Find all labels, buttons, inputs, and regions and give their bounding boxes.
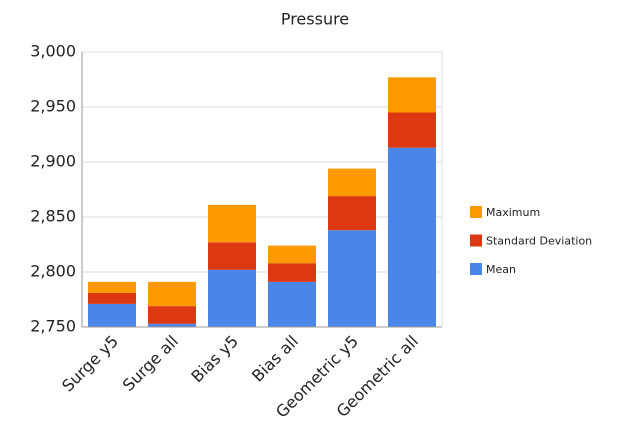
y-tick-label: 2,950 [30, 97, 76, 116]
bar-segment [388, 112, 436, 148]
x-tick-label: Bias y5 [187, 332, 242, 387]
bar-segment [268, 245, 316, 264]
bar-segment [148, 281, 196, 307]
bar-segment [268, 263, 316, 282]
bar-segment [388, 147, 436, 327]
bar-segment [388, 77, 436, 113]
x-tick-label: Bias all [248, 332, 302, 386]
bar-segment [148, 323, 196, 327]
bar-segment [208, 269, 256, 327]
y-tick-label: 3,000 [30, 42, 76, 61]
bar-segment [148, 306, 196, 324]
legend-label: Maximum [486, 206, 540, 219]
y-tick-label: 2,850 [30, 207, 76, 226]
bar-segment [208, 242, 256, 270]
legend-label: Mean [486, 263, 516, 276]
bar-segment [88, 281, 136, 293]
bar-segment [328, 196, 376, 231]
y-tick-label: 2,800 [30, 262, 76, 281]
legend-swatch [470, 206, 482, 218]
y-tick-label: 2,750 [30, 317, 76, 336]
chart-title: Pressure [281, 10, 349, 29]
y-tick-label: 2,900 [30, 152, 76, 171]
x-tick-label: Surge all [119, 332, 182, 395]
legend-swatch [470, 234, 482, 247]
legend-label: Standard Deviation [486, 235, 592, 248]
bar-segment [88, 292, 136, 304]
bar-segment [268, 281, 316, 327]
bar-segment [208, 204, 256, 243]
legend-swatch [470, 263, 482, 275]
x-tick-label: Surge y5 [58, 332, 122, 396]
bar-segment [328, 168, 376, 197]
bar-segment [88, 303, 136, 327]
bar-segment [328, 230, 376, 327]
